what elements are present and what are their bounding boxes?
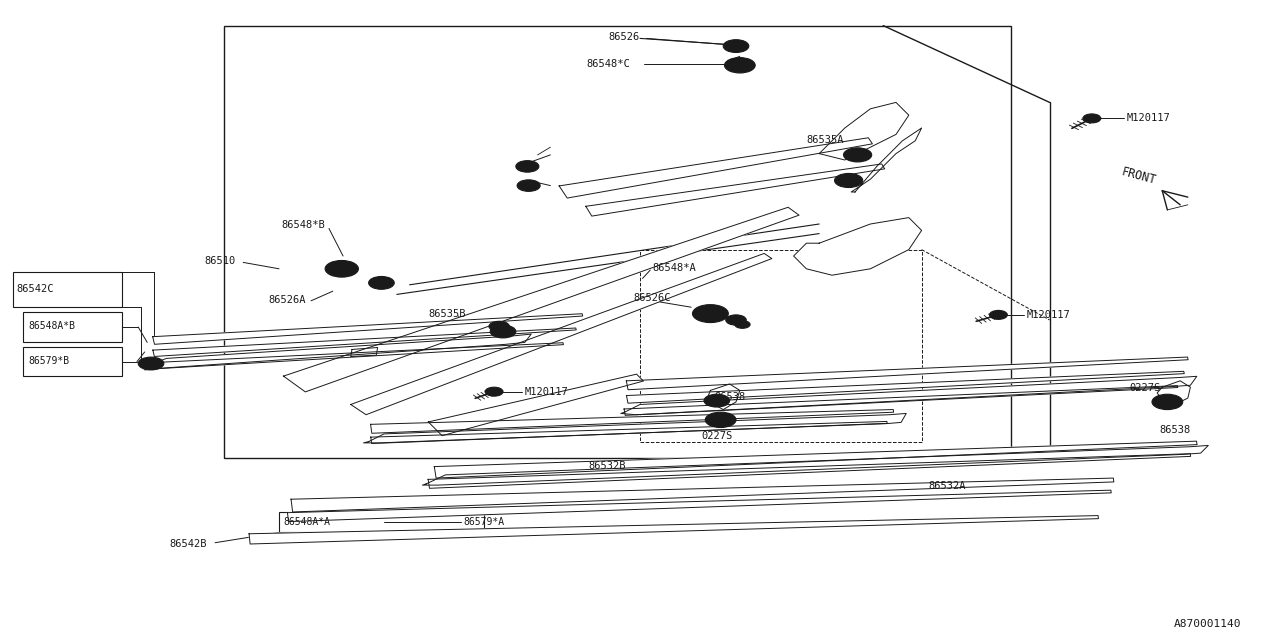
Text: 86579*B: 86579*B: [28, 356, 69, 366]
Circle shape: [490, 325, 516, 338]
Circle shape: [489, 321, 509, 332]
Polygon shape: [283, 207, 799, 392]
Circle shape: [524, 183, 534, 188]
Polygon shape: [288, 490, 1111, 522]
Text: 86526C: 86526C: [634, 293, 671, 303]
Text: 86542C: 86542C: [17, 284, 54, 294]
Text: 86548*A: 86548*A: [653, 262, 696, 273]
Circle shape: [516, 161, 539, 172]
Circle shape: [842, 177, 855, 184]
Text: 0227S: 0227S: [1129, 383, 1160, 394]
Circle shape: [138, 357, 164, 370]
Polygon shape: [428, 454, 1190, 488]
Circle shape: [989, 310, 1007, 319]
Circle shape: [375, 280, 388, 286]
Circle shape: [145, 360, 157, 367]
Text: 86548*B: 86548*B: [282, 220, 325, 230]
Polygon shape: [625, 386, 1178, 415]
Polygon shape: [145, 334, 531, 370]
Text: 86535B: 86535B: [429, 308, 466, 319]
Bar: [13, 272, 122, 307]
Circle shape: [851, 152, 864, 158]
Text: 86548*C: 86548*C: [586, 59, 630, 69]
Text: 86532B: 86532B: [589, 461, 626, 471]
Polygon shape: [250, 516, 1098, 544]
Polygon shape: [621, 376, 1197, 415]
Circle shape: [835, 173, 863, 188]
Polygon shape: [708, 384, 740, 410]
Bar: [23, 312, 122, 342]
Circle shape: [517, 180, 540, 191]
Bar: [224, 26, 1011, 458]
Circle shape: [1164, 400, 1171, 404]
Text: 86510: 86510: [205, 256, 236, 266]
Circle shape: [717, 418, 724, 422]
Circle shape: [710, 397, 723, 404]
Text: 86538: 86538: [1160, 425, 1190, 435]
Circle shape: [369, 276, 394, 289]
Polygon shape: [794, 218, 922, 275]
Text: FRONT: FRONT: [1120, 165, 1158, 187]
Circle shape: [1152, 394, 1183, 410]
Polygon shape: [291, 478, 1114, 512]
Circle shape: [705, 412, 736, 428]
Text: 86538: 86538: [714, 392, 745, 402]
Circle shape: [485, 387, 503, 396]
Text: M120117: M120117: [525, 387, 568, 397]
Polygon shape: [1157, 381, 1190, 404]
Text: 0227S: 0227S: [701, 431, 732, 442]
Polygon shape: [351, 348, 378, 356]
Text: 86526A: 86526A: [269, 294, 306, 305]
Polygon shape: [626, 357, 1188, 390]
Polygon shape: [371, 410, 893, 433]
Circle shape: [1083, 114, 1101, 123]
Polygon shape: [422, 445, 1208, 485]
Polygon shape: [434, 441, 1197, 478]
Text: 86579*A: 86579*A: [463, 516, 504, 527]
Circle shape: [692, 305, 728, 323]
Bar: [23, 347, 122, 376]
Text: M120117: M120117: [1027, 310, 1070, 320]
Circle shape: [522, 164, 532, 169]
Text: 86532A: 86532A: [928, 481, 965, 492]
Polygon shape: [351, 253, 772, 415]
Polygon shape: [626, 371, 1184, 403]
Bar: [279, 512, 484, 532]
Circle shape: [713, 416, 728, 424]
Text: 86542B: 86542B: [169, 539, 206, 549]
Circle shape: [333, 264, 351, 273]
Polygon shape: [819, 102, 909, 160]
Circle shape: [844, 148, 872, 162]
Circle shape: [704, 394, 730, 407]
Circle shape: [701, 309, 719, 318]
Circle shape: [730, 43, 742, 49]
Polygon shape: [559, 138, 873, 198]
Circle shape: [325, 260, 358, 277]
Circle shape: [726, 315, 746, 325]
Polygon shape: [429, 374, 644, 436]
Polygon shape: [851, 128, 922, 192]
Polygon shape: [364, 413, 906, 443]
Circle shape: [723, 40, 749, 52]
Text: 86526: 86526: [608, 32, 639, 42]
Circle shape: [735, 321, 750, 328]
Text: 86548A*A: 86548A*A: [283, 516, 330, 527]
Circle shape: [724, 58, 755, 73]
Polygon shape: [146, 343, 563, 369]
Polygon shape: [152, 328, 576, 356]
Text: A870001140: A870001140: [1174, 619, 1242, 629]
Text: 86548A*B: 86548A*B: [28, 321, 76, 332]
Text: 86535A: 86535A: [806, 134, 844, 145]
Circle shape: [732, 61, 748, 69]
Polygon shape: [371, 422, 887, 444]
Circle shape: [494, 324, 504, 329]
Circle shape: [1160, 398, 1175, 406]
Polygon shape: [586, 164, 884, 216]
Bar: [640, 250, 922, 442]
Text: M120117: M120117: [1126, 113, 1170, 124]
Polygon shape: [152, 314, 582, 344]
